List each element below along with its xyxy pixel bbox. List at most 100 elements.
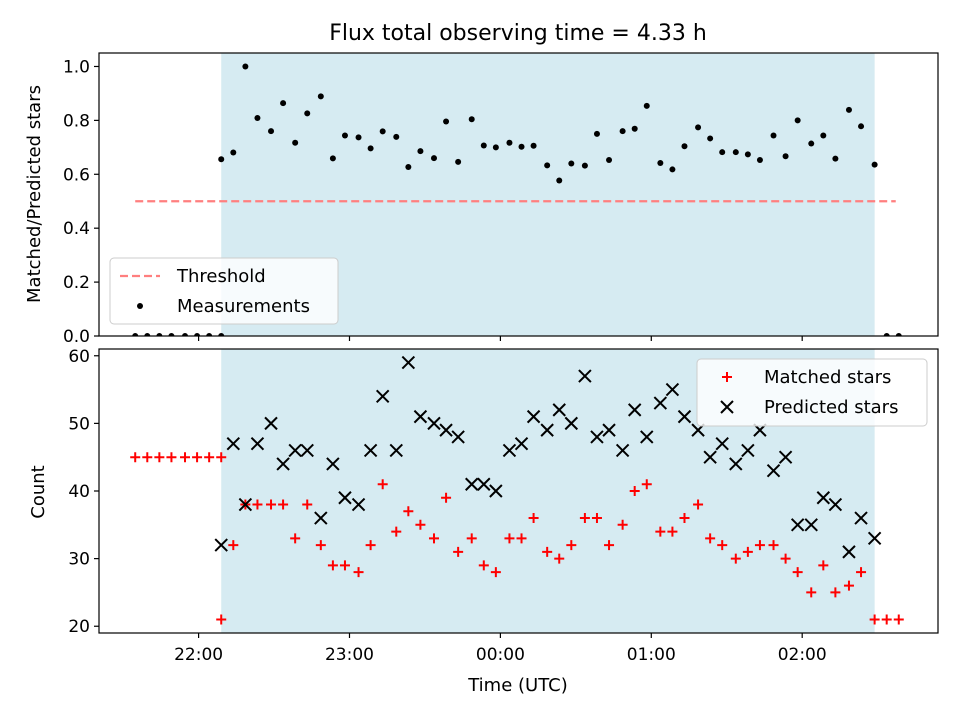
measurements-point [156, 333, 163, 336]
predicted-stars-point [790, 518, 805, 532]
matched-stars-point [192, 452, 203, 463]
matched-stars-point [869, 614, 880, 625]
predicted-stars-point [465, 477, 479, 491]
matched-stars-point [617, 519, 628, 530]
matched-stars-point [780, 553, 791, 564]
measurements-point [144, 333, 151, 336]
matched-stars-point [204, 452, 215, 463]
predicted-stars-point [451, 430, 465, 444]
predicted-stars-point [842, 545, 856, 559]
matched-stars-point [252, 499, 263, 510]
top-data [132, 63, 902, 336]
matched-stars-point [180, 452, 191, 463]
predicted-stars-point [526, 409, 541, 424]
measurements-point [132, 333, 139, 336]
measurements-point [568, 160, 575, 167]
matched-stars-point [730, 553, 741, 564]
measurements-point [480, 142, 487, 149]
matched-stars-point [693, 499, 704, 510]
predicted-stars-point [804, 518, 818, 532]
measurements-point [405, 164, 412, 171]
measurements-point [657, 159, 664, 166]
measurements-point [556, 177, 563, 184]
predicted-stars-point [602, 423, 616, 437]
measurements-point [393, 133, 400, 140]
matched-stars-point [428, 533, 439, 544]
matched-stars-point [154, 452, 165, 463]
measurements-point [304, 110, 311, 117]
predicted-stars-point [413, 409, 428, 424]
matched-stars-point [339, 560, 350, 571]
matched-stars-point [216, 614, 227, 625]
matched-stars-point [806, 587, 817, 598]
matched-stars-point [228, 540, 239, 551]
bottom-y-tick-label: 50 [68, 414, 90, 434]
matched-stars-point [629, 486, 640, 496]
bottom-x-tick-label: 00:00 [476, 645, 525, 665]
matched-stars-point [717, 540, 728, 551]
predicted-stars-point [677, 409, 692, 424]
measurements-point [832, 155, 839, 162]
predicted-stars-point [703, 450, 717, 464]
matched-stars-point [754, 540, 765, 551]
measurements-point [355, 134, 362, 141]
threshold-legend-label: Threshold [176, 266, 266, 287]
predicted-stars-point [276, 457, 290, 471]
matched-stars-point [478, 560, 489, 571]
matched-stars-point [881, 614, 892, 625]
bottom-y-tick-label: 40 [68, 482, 90, 502]
measurements-point [182, 333, 189, 336]
measurements-point [858, 123, 865, 130]
predicted-stars-point [741, 443, 755, 458]
measurements-point [341, 132, 348, 139]
predicted-stars-point [514, 436, 529, 451]
measurements-point [329, 155, 336, 162]
matched-stars-point [893, 614, 904, 625]
top-y-tick-label: 0.4 [63, 219, 90, 239]
measurements-point [492, 144, 499, 151]
measurements-point [770, 132, 777, 139]
matched-stars-point [542, 546, 553, 557]
predicted-stars-point [816, 491, 831, 505]
matched-stars-point [377, 479, 388, 490]
bottom-data [130, 355, 904, 625]
top-y-tick-label: 0.8 [63, 111, 90, 131]
predicted-stars-point [502, 443, 517, 458]
matched-stars-legend-label: Matched stars [764, 367, 891, 388]
matched-stars-point [604, 540, 615, 551]
predicted-stars-point [439, 423, 453, 437]
bottom-x-tick-label: 23:00 [325, 645, 374, 665]
predicted-stars-point [578, 369, 592, 383]
matched-stars-point [216, 452, 227, 463]
predicted-stars-point [540, 423, 554, 437]
matched-stars-point [504, 533, 515, 544]
matched-stars-point [830, 587, 841, 598]
measurements-point [168, 333, 175, 336]
matched-stars-point [705, 533, 716, 544]
predicted-stars-legend-handle [720, 400, 734, 414]
matched-stars-point [818, 560, 829, 571]
matched-stars-point [591, 513, 602, 524]
top-y-axis-label: Matched/Predicted stars [24, 85, 45, 303]
measurements-point [606, 157, 613, 164]
measurements-point [820, 132, 827, 139]
measurements-point [643, 102, 650, 109]
measurements-point [242, 63, 249, 70]
measurements-point [883, 333, 890, 336]
measurements-point [707, 135, 714, 142]
measurements-point [695, 124, 702, 131]
predicted-stars-point [338, 491, 352, 505]
matched-stars-point [554, 553, 565, 564]
bottom-x-tick-label: 01:00 [627, 645, 676, 665]
measurements-point [518, 143, 525, 150]
measurements-point [455, 158, 462, 165]
bottom-y-tick-label: 20 [68, 617, 90, 637]
predicted-stars-point [564, 416, 579, 431]
matched-stars-point [278, 499, 289, 510]
bottom-panel-counts: 20 30 40 50 60 22:00 23:00 00:00 01:00 02:00 Match… [68, 347, 939, 665]
matched-stars-point [166, 452, 177, 463]
measurements-point [719, 149, 726, 156]
predicted-stars-point [264, 416, 278, 431]
top-y-tick-label: 0.0 [63, 327, 90, 347]
